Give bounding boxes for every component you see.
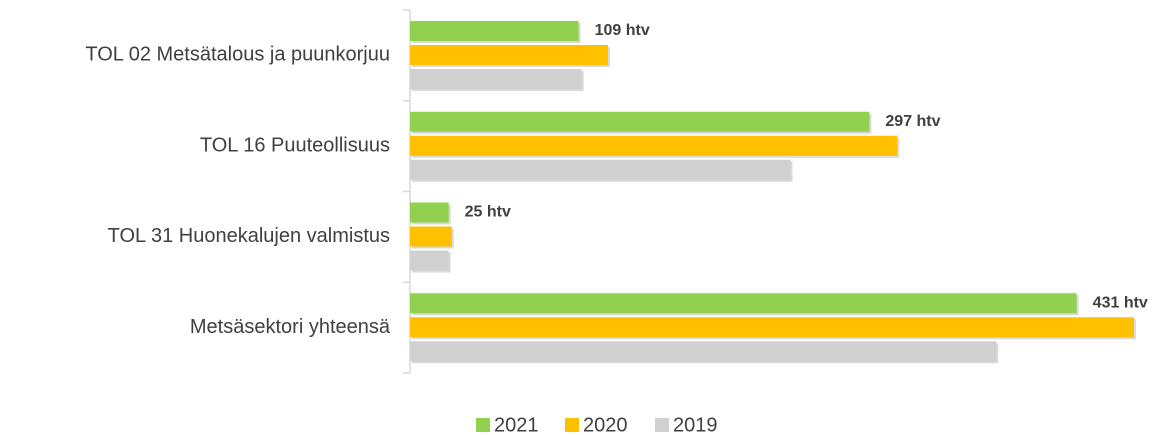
bar [410, 202, 449, 223]
bar [410, 21, 579, 41]
bar [410, 69, 582, 89]
bar [410, 45, 608, 65]
category-label: TOL 02 Metsätalous ja puunkorjuu [85, 44, 390, 66]
value-label: 297 htv [885, 113, 940, 130]
bar [410, 226, 452, 247]
value-label: 25 htv [465, 204, 511, 221]
legend-label: 2021 [494, 414, 539, 435]
value-label: 431 htv [1093, 294, 1148, 311]
legend-swatch [476, 418, 490, 432]
bar [410, 135, 898, 156]
category-label: Metsäsektori yhteensä [190, 316, 391, 338]
category-label: TOL 31 Huonekalujen valmistus [108, 225, 390, 247]
legend-label: 2020 [583, 414, 628, 435]
value-label: 109 htv [595, 22, 650, 39]
bar [410, 111, 870, 132]
bar [410, 293, 1077, 314]
category-label: TOL 16 Puuteollisuus [200, 134, 390, 156]
legend-swatch [565, 418, 579, 432]
bar [410, 341, 997, 362]
legend-swatch [655, 418, 669, 432]
bar [410, 317, 1134, 338]
legend-label: 2019 [673, 414, 718, 435]
bar [410, 159, 791, 180]
bar [410, 250, 449, 271]
